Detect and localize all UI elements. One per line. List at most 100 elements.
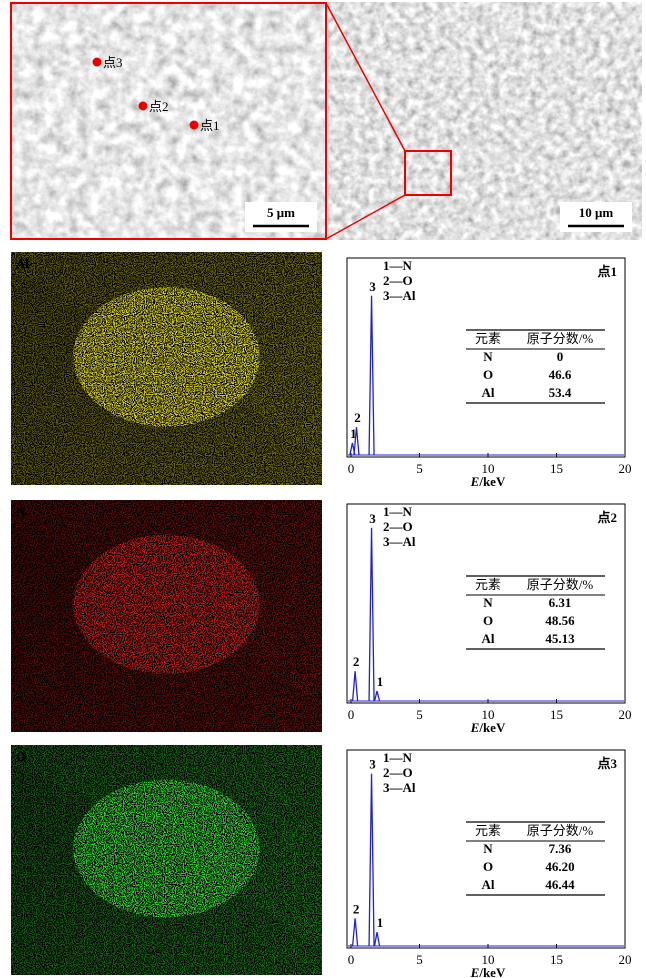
- table-cell: 53.4: [549, 385, 572, 400]
- table-header: 元素: [475, 577, 501, 592]
- sem-left: [11, 3, 326, 239]
- map-label: N: [16, 504, 26, 519]
- table-header: 原子分数/%: [527, 331, 594, 346]
- map-label: Al: [16, 256, 29, 271]
- x-label-var: E: [470, 474, 480, 489]
- x-tick-label: 15: [550, 952, 563, 967]
- legend-entry: 2—O: [383, 765, 413, 780]
- peak-label: 2: [353, 901, 360, 916]
- spectrum-peak: [351, 671, 359, 702]
- zoom-box: [404, 150, 452, 196]
- table-cell: N: [483, 595, 493, 610]
- map-dots: [11, 252, 322, 485]
- map-dots: [11, 745, 322, 975]
- x-tick-label: 15: [550, 461, 563, 476]
- spectrum-peak: [368, 295, 375, 456]
- table-cell: Al: [482, 631, 495, 646]
- table-cell: 7.36: [549, 841, 572, 856]
- spectrum-peak: [368, 527, 375, 702]
- x-label-unit: /keV: [478, 720, 506, 735]
- point-marker: [138, 101, 148, 111]
- peak-label: 3: [369, 757, 376, 772]
- peak-label: 3: [369, 511, 376, 526]
- table-header: 原子分数/%: [527, 823, 594, 838]
- table-cell: O: [483, 367, 493, 382]
- peak-label: 2: [354, 410, 361, 425]
- peak-label: 1: [377, 915, 384, 930]
- point-label: 点2: [149, 99, 169, 114]
- x-tick-label: 5: [416, 952, 423, 967]
- plot-frame: [346, 503, 626, 704]
- legend-entry: 1—N: [383, 258, 413, 273]
- table-header: 元素: [475, 331, 501, 346]
- x-tick-label: 10: [482, 952, 495, 967]
- x-tick-label: 15: [550, 707, 563, 722]
- table-cell: Al: [482, 385, 495, 400]
- spectrum-peak: [368, 773, 375, 947]
- element-map: O: [11, 745, 322, 975]
- legend-entry: 3—Al: [383, 534, 416, 549]
- spectrum-peak: [351, 918, 359, 947]
- table-cell: 46.6: [549, 367, 572, 382]
- legend-entry: 1—N: [383, 504, 413, 519]
- x-tick-label: 10: [482, 461, 495, 476]
- peak-label: 2: [353, 654, 360, 669]
- spectrum-peak: [373, 690, 381, 702]
- x-tick-label: 0: [348, 461, 355, 476]
- map-dots-rect: [11, 745, 322, 975]
- sem-left-frame: [10, 2, 327, 240]
- x-axis-label: E/keV: [470, 720, 506, 735]
- spectrum-peak: [373, 932, 381, 947]
- zoom-line: [325, 194, 406, 240]
- x-tick-label: 5: [416, 461, 423, 476]
- table-cell: O: [483, 859, 493, 874]
- scale-label: 10 μm: [579, 205, 614, 220]
- legend-entry: 3—Al: [383, 288, 416, 303]
- x-tick-label: 10: [482, 707, 495, 722]
- legend-entry: 3—Al: [383, 780, 416, 795]
- x-tick-label: 20: [619, 952, 632, 967]
- element-map: N: [11, 500, 322, 732]
- point-label: 点3: [103, 55, 123, 70]
- legend-entry: 2—O: [383, 273, 413, 288]
- x-label-unit: /keV: [478, 965, 506, 978]
- x-tick-label: 5: [416, 707, 423, 722]
- x-tick-label: 0: [348, 952, 355, 967]
- x-axis-label: E/keV: [470, 474, 506, 489]
- peak-label: 1: [350, 426, 357, 441]
- x-label-unit: /keV: [478, 474, 506, 489]
- point-marker: [92, 57, 102, 67]
- point-marker: [189, 120, 199, 130]
- x-tick-label: 0: [348, 707, 355, 722]
- point-label: 点1: [200, 118, 220, 133]
- plot-frame: [346, 749, 626, 949]
- scale-label: 5 μm: [267, 205, 295, 220]
- spectrum-peak: [353, 427, 360, 456]
- x-tick-label: 20: [619, 707, 632, 722]
- table-cell: N: [483, 349, 493, 364]
- map-label: O: [16, 749, 26, 764]
- table-cell: 6.31: [549, 595, 572, 610]
- table-cell: Al: [482, 877, 495, 892]
- x-label-var: E: [470, 720, 480, 735]
- point-label: 点2: [597, 510, 617, 525]
- legend-entry: 1—N: [383, 750, 413, 765]
- x-tick-label: 20: [619, 461, 632, 476]
- table-cell: 0: [557, 349, 564, 364]
- sem-right: [328, 2, 642, 240]
- table-cell: O: [483, 613, 493, 628]
- table-cell: 48.56: [545, 613, 575, 628]
- zoom-line: [325, 2, 406, 152]
- element-map: Al: [11, 252, 322, 485]
- peak-label: 3: [369, 279, 376, 294]
- table-cell: 46.20: [545, 859, 574, 874]
- map-dots-rect: [11, 500, 322, 732]
- table-header: 原子分数/%: [527, 577, 594, 592]
- map-dots-rect: [11, 252, 322, 485]
- peak-label: 1: [377, 674, 384, 689]
- legend-entry: 2—O: [383, 519, 413, 534]
- plot-frame: [346, 257, 626, 458]
- x-label-var: E: [470, 965, 480, 978]
